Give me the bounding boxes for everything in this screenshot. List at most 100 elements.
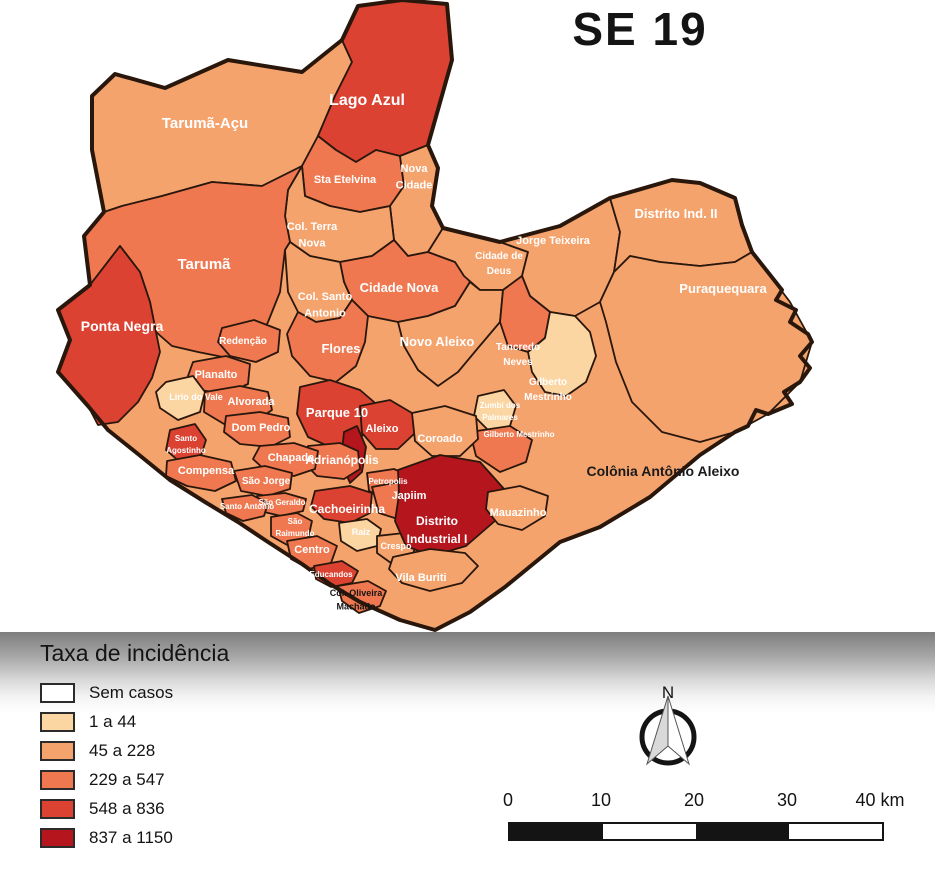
city-choropleth-map: Tarumã-Açu Lago Azul Sta Etelvina Nova Cidad… (56, 0, 814, 632)
label-jorge-teixeira: Jorge Teixeira (516, 235, 591, 247)
region-lirio-do-vale (155, 375, 206, 421)
region-coroado (411, 405, 479, 457)
scale-tick-2: 20 (683, 790, 705, 810)
label-santo-agostinho: Santo Agostinho (166, 434, 206, 455)
scale-tick-1: 10 (590, 790, 612, 810)
label-col-terra-nova: Col. Terra Nova (287, 221, 338, 250)
legend-label-4: 548 a 836 (89, 798, 165, 818)
region-gilberto-mestrinho-2 (469, 425, 533, 473)
region-distrito-industrial-1 (394, 454, 506, 557)
label-santo-antonio: Santo Antonio (220, 502, 274, 511)
legend-items: Sem casos 1 a 44 45 a 228 229 a 547 548 a 83… (40, 678, 173, 852)
label-chapada: Chapada (268, 452, 315, 464)
label-ponta-negra: Ponta Negra (81, 318, 164, 334)
legend-item-1: 1 a 44 (40, 707, 173, 736)
north-arrow-right-half (667, 695, 690, 766)
label-educandos: Educandos (309, 570, 353, 579)
region-aleixo (359, 399, 416, 450)
region-col-oliveira-machado (337, 580, 387, 614)
label-lirio-do-vale: Lirio do Vale (169, 392, 223, 402)
label-cachoeirinha: Cachoeirinha (309, 502, 385, 516)
scale-tick-0: 0 (502, 790, 514, 810)
label-lago-azul: Lago Azul (329, 92, 405, 109)
municipality-outline (56, 0, 814, 632)
label-mauazinho: Mauazinho (490, 507, 547, 519)
region-gilberto-mestrinho (527, 311, 597, 397)
label-coroado: Coroado (417, 433, 463, 445)
label-tancredo-neves: Tancredo Neves (496, 342, 540, 368)
label-zumbi-dos-palmares: Zumbi dos Palmares (480, 401, 521, 422)
region-puraquequara (599, 251, 813, 443)
label-distrito-ind-2: Distrito Ind. II (634, 206, 717, 221)
label-colonia-antonio-aleixo: Colônia Antônio Aleixo (587, 463, 740, 479)
scale-bar-segments (508, 822, 884, 841)
region-vila-buriti (388, 548, 479, 592)
label-taruma-acu: Tarumã-Açu (162, 115, 248, 132)
label-alvorada: Alvorada (227, 396, 275, 408)
label-compensa: Compensa (178, 465, 235, 477)
label-puraquequara: Puraquequara (679, 281, 767, 296)
label-centro: Centro (294, 544, 330, 556)
label-sao-geraldo: São Geraldo (258, 498, 305, 507)
region-mauazinho (485, 485, 549, 531)
label-gilberto-mestrinho: Gilberto Mestrinho (524, 377, 572, 403)
legend-item-2: 45 a 228 (40, 736, 173, 765)
label-parque-10: Parque 10 (306, 405, 368, 420)
legend-item-4: 548 a 836 (40, 794, 173, 823)
legend-item-0: Sem casos (40, 678, 173, 707)
legend-item-3: 229 a 547 (40, 765, 173, 794)
scale-segment-1 (603, 824, 696, 839)
legend-swatch-3 (40, 769, 75, 790)
legend-label-3: 229 a 547 (89, 769, 165, 789)
label-crespo: Crespo (380, 541, 412, 551)
region-cachoeirinha (310, 485, 373, 524)
label-novo-aleixo: Novo Aleixo (400, 334, 475, 349)
scale-tick-3: 30 (776, 790, 798, 810)
legend-swatch-5 (40, 827, 75, 848)
legend-swatch-0 (40, 682, 75, 703)
label-gilberto-mestrinho-2: Gilberto Mestrinho (483, 430, 554, 439)
legend-title: Taxa de incidência (40, 640, 230, 666)
scale-segment-0 (510, 824, 603, 839)
legend-label-2: 45 a 228 (89, 740, 156, 760)
label-sao-jorge: São Jorge (242, 476, 291, 487)
legend-label-1: 1 a 44 (89, 711, 137, 731)
label-cidade-de-deus: Cidade de Deus (475, 251, 523, 277)
label-taruma: Tarumã (177, 256, 231, 273)
label-redencao: Redenção (219, 336, 267, 347)
label-japiim: Japiim (392, 490, 427, 502)
scale-bar-ticks: 0 10 20 30 40 km (488, 790, 928, 816)
label-flores: Flores (321, 341, 360, 356)
label-sta-etelvina: Sta Etelvina (314, 174, 377, 186)
scale-bar: 0 10 20 30 40 km (488, 790, 928, 841)
label-aleixo: Aleixo (365, 423, 398, 435)
legend-item-5: 837 a 1150 (40, 823, 173, 852)
legend-panel: Taxa de incidência Sem casos 1 a 44 45 a 2… (0, 632, 935, 873)
label-vila-buriti: Vila Buriti (395, 572, 446, 584)
legend-swatch-2 (40, 740, 75, 761)
label-sao-raimundo: São Raimundo (275, 517, 314, 538)
region-redencao (217, 319, 281, 363)
legend-label-5: 837 a 1150 (89, 827, 173, 847)
north-arrow: N (639, 683, 697, 766)
label-planalto: Planalto (195, 369, 238, 381)
scale-segment-3 (789, 824, 882, 839)
region-dom-pedro (223, 411, 291, 448)
legend-swatch-1 (40, 711, 75, 732)
label-petropolis: Petropolis (368, 477, 408, 486)
label-dom-pedro: Dom Pedro (232, 422, 291, 434)
legend-swatch-4 (40, 798, 75, 819)
label-col-oliveira-machado: Col. Oliveira Machado (330, 588, 384, 612)
region-sao-jorge (233, 465, 293, 497)
label-distrito-industrial-1: Distrito Industrial I (407, 514, 468, 546)
north-arrow-label: N (662, 683, 674, 702)
legend-label-0: Sem casos (89, 682, 174, 702)
map-title: SE 19 (572, 3, 708, 55)
north-arrow-left-half (646, 695, 669, 766)
label-col-santo-antonio: Col. Santo Antonio (298, 291, 353, 320)
scale-tick-4: 40 km (855, 790, 905, 810)
label-raiz: Raiz (352, 527, 371, 537)
scale-segment-2 (696, 824, 789, 839)
label-cidade-nova: Cidade Nova (360, 280, 440, 295)
region-flores (286, 299, 369, 383)
